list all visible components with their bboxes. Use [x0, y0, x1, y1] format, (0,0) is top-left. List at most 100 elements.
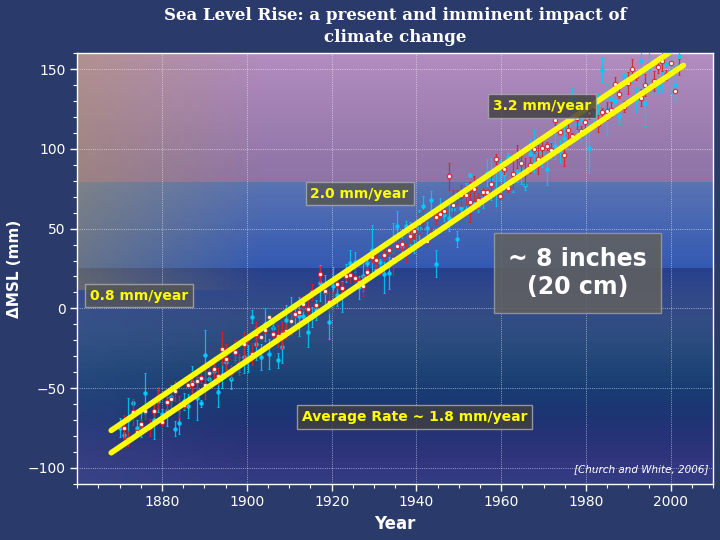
Point	[233, 360, 245, 369]
Point	[481, 168, 492, 177]
Point	[567, 131, 578, 140]
Point	[533, 148, 544, 157]
Point	[242, 334, 253, 342]
Point	[144, 399, 156, 408]
Point	[186, 377, 198, 386]
Point	[319, 287, 330, 296]
Point	[600, 106, 612, 115]
Point	[644, 61, 655, 70]
Point	[413, 224, 424, 232]
Point	[191, 377, 202, 386]
Point	[533, 155, 544, 164]
Point	[302, 328, 313, 336]
Point	[251, 339, 262, 348]
Point	[580, 118, 591, 126]
Point	[593, 107, 604, 116]
Point	[297, 299, 309, 308]
Point	[238, 340, 249, 349]
Point	[545, 146, 557, 154]
Point	[520, 180, 531, 189]
Point	[229, 347, 240, 356]
Point	[443, 172, 454, 181]
Point	[575, 115, 587, 124]
Point	[485, 175, 497, 184]
Point	[178, 401, 189, 409]
Text: [Church and White, 2006]: [Church and White, 2006]	[575, 464, 708, 474]
Point	[571, 114, 582, 123]
Point	[524, 149, 536, 158]
Point	[456, 191, 467, 200]
Point	[469, 184, 480, 193]
Point	[405, 229, 416, 238]
Point	[310, 306, 322, 314]
Point	[524, 161, 536, 170]
Point	[345, 271, 356, 280]
Point	[345, 259, 356, 268]
Point	[558, 133, 570, 142]
Point	[336, 292, 348, 301]
Point	[127, 408, 138, 417]
Point	[421, 224, 433, 233]
Point	[135, 420, 147, 429]
Point	[584, 109, 595, 117]
Point	[644, 64, 655, 72]
Point	[204, 369, 215, 377]
Point	[118, 424, 130, 433]
Point	[541, 142, 552, 151]
Point	[246, 350, 258, 359]
Point	[549, 142, 561, 151]
Point	[613, 112, 625, 120]
Point	[396, 240, 408, 249]
Point	[361, 259, 373, 267]
Point	[217, 345, 228, 353]
Point	[199, 350, 211, 359]
Point	[131, 428, 143, 436]
Point	[648, 35, 660, 44]
Point	[451, 192, 463, 201]
Point	[528, 145, 540, 153]
Point	[430, 213, 441, 221]
Point	[400, 222, 412, 231]
Point	[297, 312, 309, 321]
Point	[161, 407, 172, 416]
Point	[503, 184, 514, 192]
Point	[635, 56, 647, 65]
Point	[494, 166, 505, 174]
Point	[477, 194, 488, 202]
Point	[204, 374, 215, 383]
Point	[221, 357, 233, 366]
Point	[276, 343, 288, 352]
Point	[490, 155, 501, 164]
Point	[357, 281, 369, 290]
Point	[348, 258, 360, 266]
Point	[464, 198, 476, 206]
Point	[673, 63, 685, 71]
Point	[328, 297, 339, 306]
Point	[413, 219, 424, 227]
Point	[588, 102, 600, 111]
Point	[562, 122, 574, 130]
Point	[366, 253, 377, 261]
Point	[451, 235, 463, 244]
Point	[434, 210, 446, 218]
Point	[511, 168, 523, 177]
Point	[387, 255, 399, 264]
Point	[259, 326, 271, 334]
Point	[460, 192, 472, 200]
Point	[434, 201, 446, 210]
Point	[174, 418, 185, 427]
Point	[409, 227, 420, 235]
Point	[417, 202, 428, 211]
Point	[426, 230, 437, 238]
Point	[374, 267, 386, 276]
Point	[571, 119, 582, 128]
Point	[417, 216, 428, 225]
Point	[665, 59, 676, 68]
Point	[622, 79, 634, 87]
Text: 2.0 mm/year: 2.0 mm/year	[310, 186, 409, 200]
Point	[503, 153, 514, 161]
Text: ~ 8 inches
(20 cm): ~ 8 inches (20 cm)	[508, 247, 647, 299]
Point	[392, 242, 403, 251]
Point	[242, 354, 253, 363]
Text: 3.2 mm/year: 3.2 mm/year	[492, 99, 591, 113]
